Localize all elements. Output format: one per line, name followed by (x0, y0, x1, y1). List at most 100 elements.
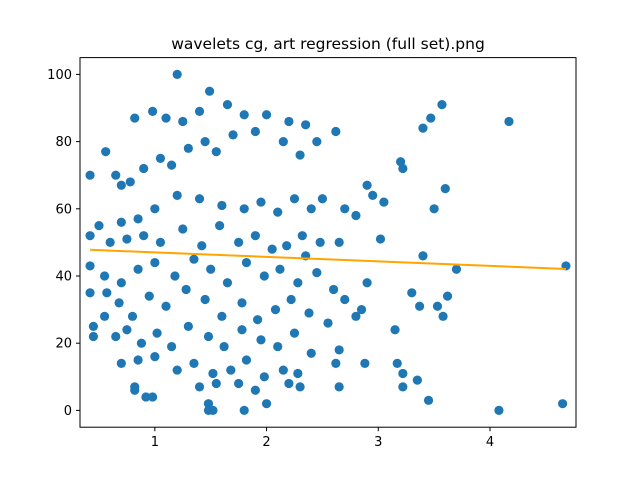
data-point (85, 231, 95, 241)
data-point (228, 130, 238, 140)
data-point (215, 221, 225, 231)
data-point (297, 231, 307, 241)
x-axis: 1 2 3 4 (151, 427, 494, 450)
data-point (148, 392, 158, 402)
data-point (99, 311, 110, 321)
data-point (412, 375, 422, 385)
data-point (116, 358, 126, 368)
data-point (418, 123, 428, 133)
data-point (261, 399, 272, 409)
data-point (375, 234, 386, 244)
data-point (172, 365, 182, 375)
data-point (323, 318, 333, 328)
data-point (241, 355, 252, 365)
x-tick-label: 4 (486, 435, 494, 450)
data-point (334, 237, 344, 247)
data-point (125, 177, 135, 187)
data-point (222, 278, 233, 288)
data-point (379, 197, 389, 207)
data-point (189, 254, 199, 264)
data-point (150, 204, 160, 214)
data-point (392, 358, 402, 368)
y-tick-label: 80 (55, 135, 72, 150)
data-point (293, 278, 303, 288)
data-point (170, 271, 180, 281)
data-point (239, 405, 249, 415)
data-point (102, 288, 112, 298)
data-point (161, 113, 171, 123)
data-point (270, 305, 281, 315)
data-point (200, 294, 210, 305)
data-point (88, 321, 99, 331)
data-point (273, 341, 283, 352)
data-point (211, 147, 221, 157)
data-point (178, 116, 188, 127)
data-point (141, 392, 151, 402)
data-point (208, 368, 218, 379)
data-point (183, 143, 193, 153)
data-point (312, 268, 322, 278)
x-tick-label: 3 (374, 435, 382, 450)
y-tick-label: 20 (55, 337, 72, 352)
data-point (259, 372, 269, 382)
data-point (438, 311, 448, 321)
data-point (99, 271, 110, 281)
data-point (356, 305, 367, 315)
data-point (200, 137, 210, 147)
data-point (144, 291, 154, 301)
data-point (442, 291, 453, 301)
data-point (85, 261, 95, 271)
data-point (122, 325, 132, 335)
data-point (301, 120, 311, 130)
regression-line (90, 248, 566, 270)
data-point (152, 328, 162, 338)
data-point (278, 365, 288, 375)
data-point (237, 325, 247, 335)
data-point (203, 399, 214, 409)
data-point (368, 190, 378, 200)
data-point (172, 69, 182, 79)
data-point (105, 237, 115, 247)
data-point (161, 301, 171, 311)
data-point (189, 358, 199, 368)
data-point (398, 163, 408, 174)
y-tick-label: 0 (64, 404, 72, 419)
data-point (328, 284, 339, 295)
data-point (398, 382, 408, 392)
data-point (261, 110, 272, 120)
data-point (306, 348, 316, 358)
data-point (155, 153, 166, 163)
data-point (315, 237, 325, 247)
data-point (222, 100, 233, 110)
data-point (284, 378, 294, 389)
data-point (130, 113, 140, 123)
data-point (340, 204, 350, 214)
data-point (114, 298, 124, 308)
data-point (178, 224, 188, 234)
data-point (167, 341, 177, 352)
data-point (241, 257, 252, 268)
data-point (282, 241, 292, 251)
data-point (256, 335, 266, 345)
data-point (557, 399, 568, 409)
data-point (172, 190, 182, 200)
data-point (206, 264, 216, 274)
data-point (423, 395, 434, 405)
data-point (440, 184, 450, 194)
data-point (211, 378, 221, 389)
data-point (432, 301, 443, 311)
data-point (334, 345, 344, 355)
chart-title: wavelets cg, art regression (full set).p… (171, 35, 485, 53)
data-point (150, 352, 160, 362)
data-point (256, 197, 266, 207)
data-point (415, 301, 425, 311)
data-point (289, 328, 300, 338)
data-point (219, 341, 229, 352)
data-point (295, 382, 305, 392)
data-point (362, 180, 372, 190)
data-point (362, 278, 372, 288)
data-point (360, 358, 370, 368)
data-point (304, 308, 314, 318)
data-point (331, 126, 341, 137)
